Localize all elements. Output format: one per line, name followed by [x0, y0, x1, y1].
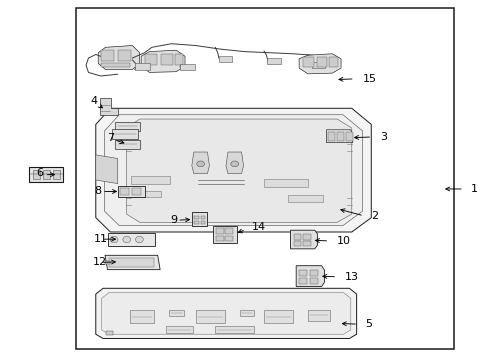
Bar	[135, 63, 150, 69]
Text: 8: 8	[94, 186, 101, 197]
Text: 12: 12	[92, 257, 106, 267]
Polygon shape	[290, 230, 317, 249]
Bar	[76, 8, 453, 348]
Text: 11: 11	[93, 234, 107, 244]
Polygon shape	[96, 108, 370, 232]
Text: 15: 15	[362, 74, 376, 84]
Bar	[218, 56, 232, 62]
Bar	[120, 188, 129, 195]
Polygon shape	[96, 155, 118, 184]
Bar	[316, 57, 327, 67]
Polygon shape	[126, 119, 351, 222]
Bar	[303, 234, 310, 239]
Bar	[105, 330, 113, 335]
Bar	[200, 216, 205, 220]
Bar	[109, 258, 154, 267]
Ellipse shape	[110, 236, 118, 243]
Bar	[336, 132, 343, 141]
Polygon shape	[98, 45, 140, 69]
Bar	[168, 310, 183, 316]
Bar	[264, 179, 307, 187]
Bar	[118, 186, 144, 197]
Bar	[215, 228, 223, 234]
Ellipse shape	[122, 236, 130, 243]
Bar	[213, 226, 236, 243]
Bar	[108, 233, 154, 246]
Polygon shape	[102, 293, 350, 334]
Bar	[160, 54, 172, 64]
Bar	[309, 270, 318, 276]
Polygon shape	[105, 255, 160, 270]
Polygon shape	[225, 152, 243, 174]
Text: 10: 10	[336, 236, 350, 246]
Bar	[193, 216, 198, 220]
Text: 6: 6	[36, 168, 43, 178]
Text: 5: 5	[365, 319, 372, 329]
Bar	[215, 235, 223, 241]
Text: 3: 3	[379, 132, 386, 142]
Bar	[53, 170, 60, 179]
Text: 9: 9	[169, 215, 177, 225]
Bar	[144, 54, 157, 64]
Circle shape	[230, 161, 238, 167]
Bar	[105, 261, 110, 264]
Bar	[309, 278, 318, 284]
Bar	[180, 64, 194, 70]
Bar	[111, 129, 138, 139]
Text: 4: 4	[91, 96, 98, 106]
Polygon shape	[104, 115, 362, 226]
Bar	[166, 326, 193, 333]
Bar	[267, 58, 281, 64]
Bar	[101, 50, 114, 61]
Bar	[33, 170, 40, 179]
Text: 1: 1	[470, 184, 477, 194]
Bar	[175, 54, 182, 64]
Bar	[303, 240, 310, 246]
Bar	[328, 132, 334, 141]
Polygon shape	[100, 98, 118, 116]
Text: 2: 2	[370, 211, 378, 221]
Bar	[130, 310, 154, 323]
Bar	[192, 212, 206, 226]
Bar	[299, 278, 307, 284]
Bar	[195, 310, 224, 323]
Bar	[115, 122, 140, 131]
Text: 13: 13	[344, 272, 358, 282]
Bar	[131, 192, 160, 197]
Text: 14: 14	[252, 222, 266, 232]
Text: 7: 7	[107, 133, 114, 143]
Bar	[264, 310, 293, 323]
Polygon shape	[141, 50, 184, 72]
Polygon shape	[299, 54, 340, 74]
Bar	[193, 221, 198, 225]
Bar	[29, 167, 62, 182]
Circle shape	[196, 161, 204, 167]
Bar	[118, 50, 131, 61]
Ellipse shape	[135, 236, 143, 243]
Bar	[101, 63, 130, 67]
Bar	[329, 57, 337, 67]
Bar	[293, 234, 300, 239]
Bar	[43, 170, 50, 179]
Polygon shape	[326, 130, 352, 143]
Polygon shape	[191, 152, 209, 174]
Bar	[215, 326, 254, 333]
Bar	[307, 310, 329, 320]
Bar	[131, 176, 170, 184]
Bar	[288, 195, 322, 202]
Bar	[303, 57, 313, 67]
Bar	[239, 310, 254, 316]
Bar	[311, 62, 325, 68]
Bar	[225, 235, 233, 241]
Bar	[132, 188, 141, 195]
Bar	[115, 140, 140, 149]
Bar	[225, 228, 233, 234]
Polygon shape	[296, 266, 324, 287]
Bar	[293, 240, 300, 246]
Polygon shape	[96, 288, 356, 338]
Bar	[299, 270, 307, 276]
Bar	[345, 132, 352, 141]
Bar	[200, 221, 205, 225]
